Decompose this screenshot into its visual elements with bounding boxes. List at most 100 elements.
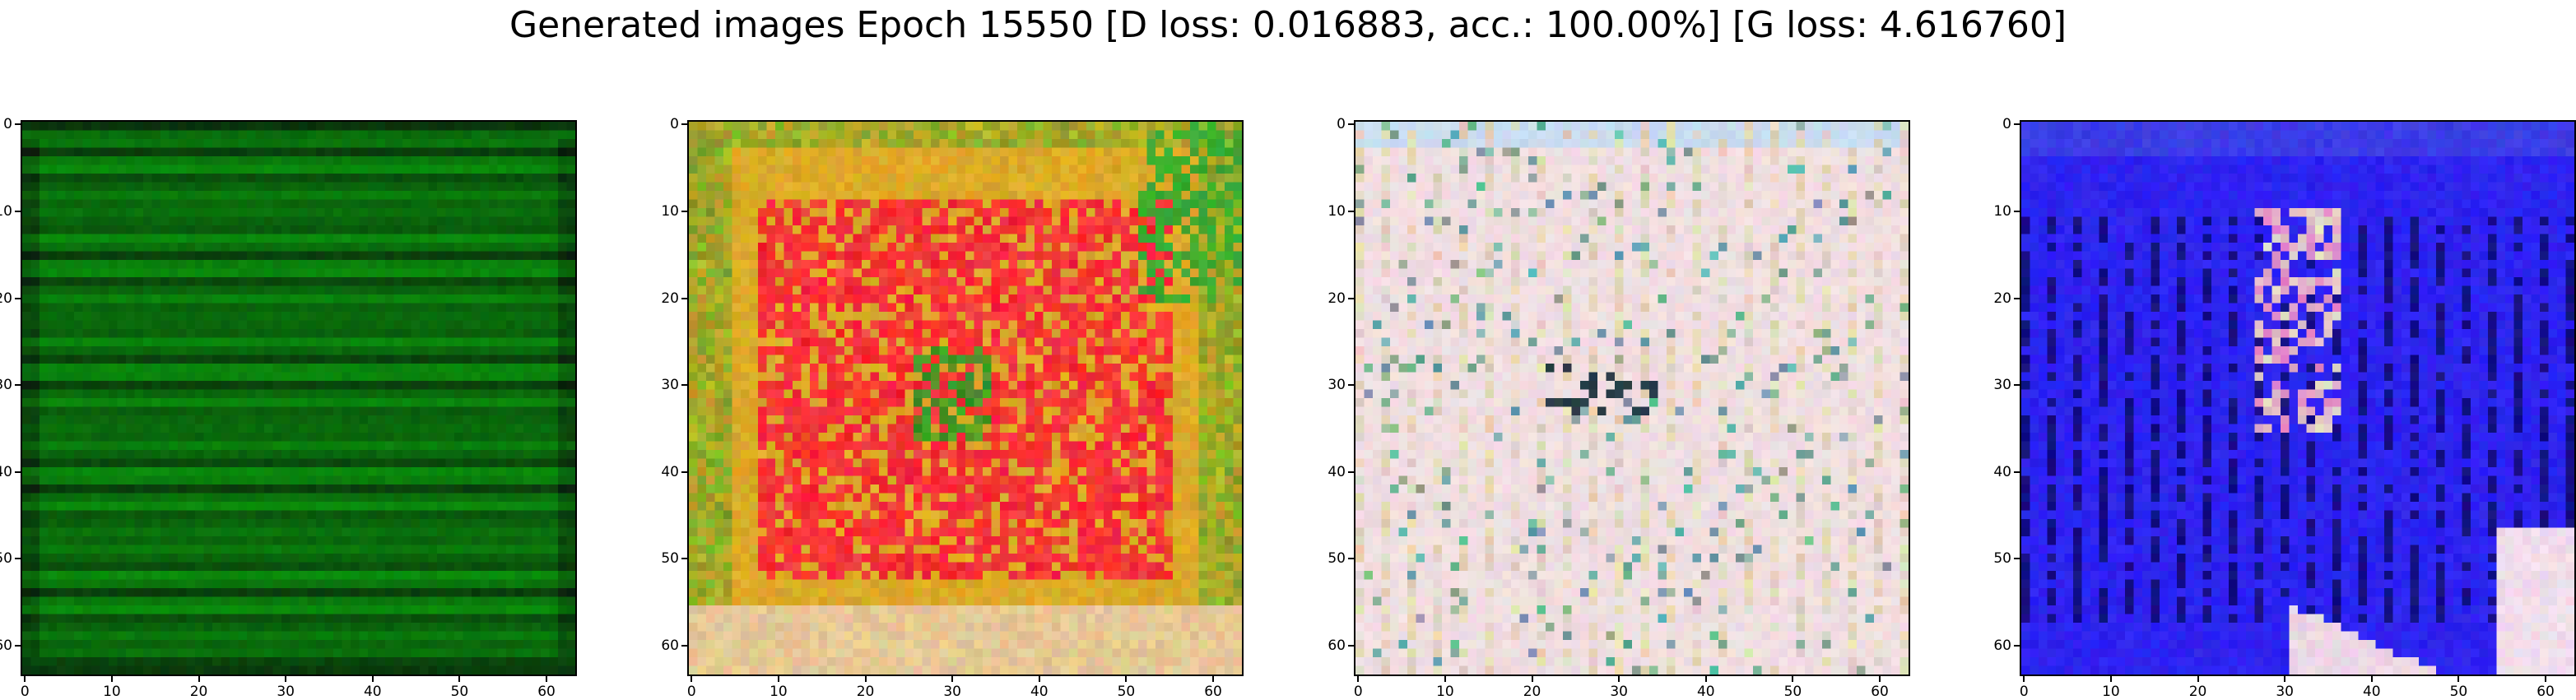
x-tick [1531, 676, 1533, 682]
y-tick [2014, 384, 2020, 387]
x-tick-label: 20 [1523, 684, 1541, 700]
x-tick-label: 30 [1610, 684, 1628, 700]
y-tick-label: 0 [670, 116, 679, 133]
y-tick-label: 20 [661, 290, 679, 307]
x-tick-label: 20 [2188, 684, 2207, 700]
y-tick-label: 40 [1328, 463, 1346, 480]
y-tick [1348, 123, 1354, 126]
x-tick [1618, 676, 1620, 682]
y-tick-label: 0 [2002, 116, 2011, 133]
y-tick [1348, 645, 1354, 647]
y-tick-label: 40 [0, 463, 12, 480]
x-tick [1038, 676, 1040, 682]
y-tick [681, 645, 687, 647]
y-tick-label: 50 [1993, 550, 2011, 568]
image-pixels-2 [689, 122, 1242, 675]
x-tick [1125, 676, 1128, 682]
x-tick [2457, 676, 2460, 682]
x-tick-label: 40 [1696, 684, 1715, 700]
x-tick-label: 60 [1871, 684, 1889, 700]
y-tick-label: 50 [1328, 550, 1346, 568]
y-tick-label: 20 [1993, 290, 2011, 307]
x-tick-label: 30 [277, 684, 295, 700]
x-tick [2284, 676, 2286, 682]
y-tick [1348, 210, 1354, 212]
x-tick [2109, 676, 2112, 682]
x-tick [546, 676, 548, 682]
y-tick [2014, 210, 2020, 212]
x-tick [1792, 676, 1794, 682]
y-tick-label: 20 [1328, 290, 1346, 307]
y-tick [2014, 558, 2020, 560]
x-tick-label: 10 [770, 684, 788, 700]
x-tick [951, 676, 954, 682]
x-tick-label: 60 [1204, 684, 1222, 700]
x-tick-label: 0 [20, 684, 30, 700]
x-tick [690, 676, 693, 682]
x-tick [2197, 676, 2199, 682]
x-tick [285, 676, 287, 682]
y-tick-label: 10 [1328, 202, 1346, 220]
x-tick-label: 10 [2102, 684, 2120, 700]
y-tick-label: 60 [1328, 637, 1346, 655]
y-tick [681, 210, 687, 212]
y-tick-label: 10 [0, 202, 12, 220]
y-tick-label: 30 [661, 377, 679, 394]
y-tick-label: 30 [1328, 377, 1346, 394]
x-tick [371, 676, 374, 682]
x-tick [864, 676, 867, 682]
x-tick [1704, 676, 1707, 682]
x-tick-label: 10 [1436, 684, 1454, 700]
x-tick-label: 60 [537, 684, 556, 700]
x-tick-label: 50 [1783, 684, 1802, 700]
x-tick-label: 0 [686, 684, 696, 700]
y-tick [2014, 471, 2020, 473]
y-tick-label: 40 [1993, 463, 2011, 480]
y-tick [681, 123, 687, 126]
y-tick [15, 297, 21, 299]
x-tick [2370, 676, 2373, 682]
y-tick-label: 60 [1993, 637, 2011, 655]
x-tick [198, 676, 200, 682]
y-tick-label: 0 [1337, 116, 1346, 133]
x-tick [1444, 676, 1446, 682]
y-tick-label: 50 [0, 550, 12, 568]
x-tick-label: 60 [2536, 684, 2555, 700]
x-tick-label: 30 [943, 684, 961, 700]
x-tick-label: 30 [2276, 684, 2294, 700]
y-tick-label: 60 [661, 637, 679, 655]
x-tick [1212, 676, 1215, 682]
x-tick [458, 676, 461, 682]
y-tick-label: 60 [0, 637, 12, 655]
y-tick [1348, 384, 1354, 387]
image-pixels-3 [1355, 122, 1909, 675]
y-tick [681, 558, 687, 560]
y-tick-label: 30 [0, 377, 12, 394]
x-tick-label: 0 [2019, 684, 2029, 700]
y-tick-label: 40 [661, 463, 679, 480]
generated-image-3 [1354, 120, 1910, 676]
x-tick-label: 50 [450, 684, 469, 700]
x-tick-label: 40 [2362, 684, 2381, 700]
y-tick [1348, 471, 1354, 473]
x-tick-label: 50 [1117, 684, 1136, 700]
x-tick [110, 676, 113, 682]
y-tick [681, 471, 687, 473]
image-pixels-4 [2021, 122, 2574, 675]
figure-title: Generated images Epoch 15550 [D loss: 0.… [509, 4, 2067, 46]
y-tick-label: 50 [661, 550, 679, 568]
image-pixels-1 [22, 122, 575, 675]
generated-image-2 [687, 120, 1244, 676]
y-tick [15, 210, 21, 212]
y-tick [15, 558, 21, 560]
x-tick [2023, 676, 2025, 682]
x-tick-label: 40 [363, 684, 382, 700]
x-tick-label: 20 [856, 684, 875, 700]
x-tick-label: 40 [1030, 684, 1049, 700]
y-tick [1348, 558, 1354, 560]
x-tick-label: 10 [103, 684, 121, 700]
x-tick [2545, 676, 2547, 682]
y-tick [15, 123, 21, 126]
y-tick-label: 10 [1993, 202, 2011, 220]
y-tick [15, 645, 21, 647]
